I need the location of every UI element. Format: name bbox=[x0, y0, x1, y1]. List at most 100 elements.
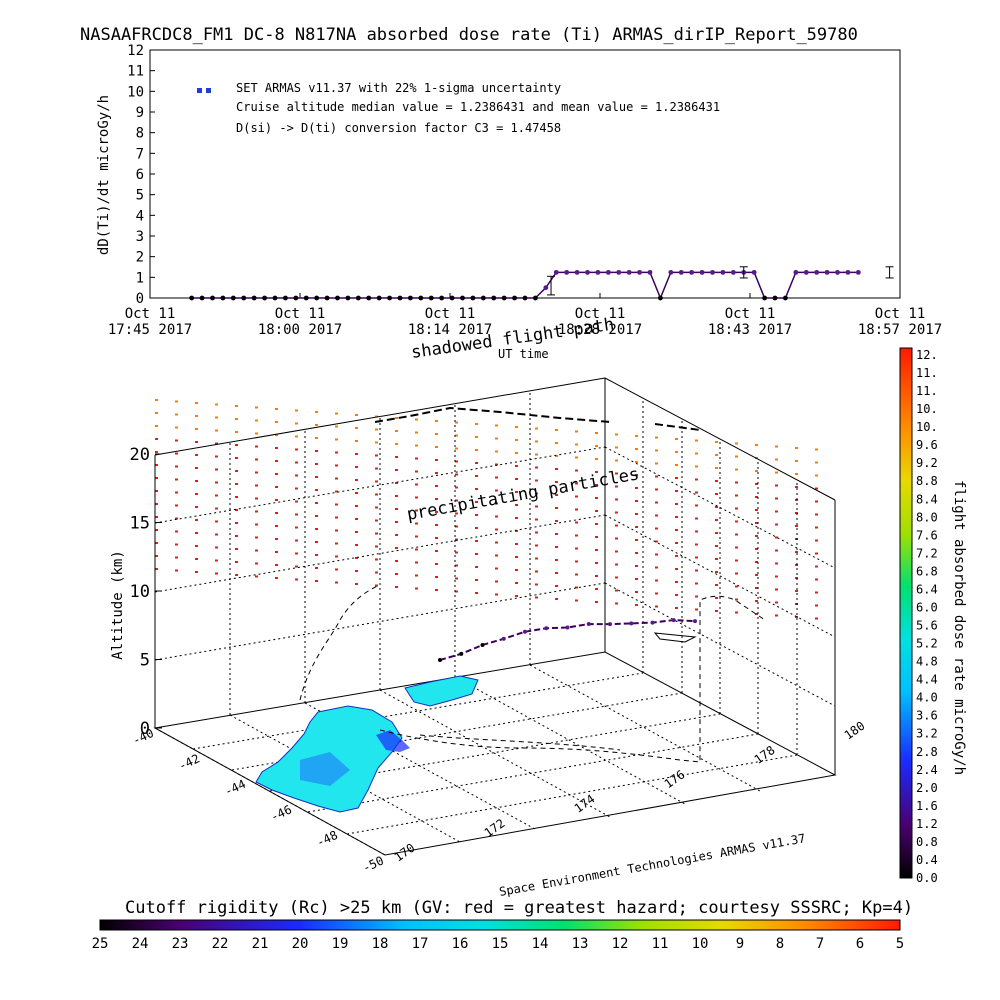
y-tick-label: 10 bbox=[127, 84, 144, 100]
longitude-tick-label: 174 bbox=[572, 792, 598, 816]
dose-tick-label: 8.8 bbox=[916, 474, 938, 488]
timeseries-y-label: dD(Ti)/dt microGy/h bbox=[96, 95, 112, 255]
x-tick-label-time: 18:43 2017 bbox=[708, 322, 792, 338]
rigidity-tick-label: 23 bbox=[172, 936, 189, 952]
y-tick-label: 12 bbox=[127, 43, 144, 59]
x-tick-label-date: Oct 11 bbox=[725, 306, 776, 322]
dose-rate-point bbox=[803, 269, 809, 275]
dose-rate-point bbox=[512, 295, 517, 301]
y-tick-label: 1 bbox=[136, 270, 144, 286]
dose-rate-point bbox=[262, 295, 267, 301]
y-tick-label: 0 bbox=[136, 291, 144, 307]
legend-median-text: Cruise altitude median value = 1.2386431… bbox=[236, 100, 720, 114]
dose-rate-point bbox=[387, 295, 392, 301]
rigidity-tick-label: 14 bbox=[532, 936, 549, 952]
rigidity-tick-label: 5 bbox=[896, 936, 904, 952]
rigidity-tick-label: 7 bbox=[816, 936, 824, 952]
flight-dose-marker bbox=[671, 618, 676, 623]
dose-rate-point bbox=[824, 269, 830, 275]
latitude-tick-label: -42 bbox=[176, 751, 202, 773]
y-tick-label: 5 bbox=[136, 188, 144, 204]
dose-tick-label: 6.4 bbox=[916, 582, 938, 596]
dose-rate-point bbox=[710, 269, 715, 275]
dose-rate-point bbox=[647, 269, 653, 275]
new-zealand-landmass bbox=[255, 675, 479, 813]
dose-rate-point bbox=[272, 295, 278, 301]
dose-tick-label: 2.0 bbox=[916, 781, 938, 795]
x-tick-label-date: Oct 11 bbox=[875, 306, 926, 322]
map-back-walls bbox=[154, 377, 836, 775]
altitude-tick-label: 5 bbox=[140, 651, 150, 671]
dose-rate-colorbar: 12. 11. 11. 10. 10. 9.6 9.2 8.8 8.4 8.0 7.6 7.2 6.8 6… bbox=[899, 347, 967, 885]
dose-rate-point bbox=[210, 295, 215, 301]
dose-tick-label: 4.4 bbox=[916, 673, 938, 687]
dose-tick-label: 12. bbox=[916, 348, 938, 362]
altitude-tick-label: 10 bbox=[130, 582, 150, 602]
x-tick-label-date: Oct 11 bbox=[425, 306, 476, 322]
x-tick-label-date: Oct 11 bbox=[125, 306, 176, 322]
dose-tick-label: 9.6 bbox=[916, 438, 938, 452]
dose-rate-point bbox=[605, 269, 611, 275]
report-title: NASAAFRCDC8_FM1 DC-8 N817NA absorbed dos… bbox=[80, 25, 858, 45]
dose-rate-point bbox=[772, 295, 778, 301]
dose-tick-label: 3.2 bbox=[916, 727, 938, 741]
dose-rate-point bbox=[533, 295, 538, 301]
flight-dose-marker bbox=[629, 621, 634, 626]
dose-rate-point bbox=[449, 295, 455, 301]
precipitating-particles-field bbox=[155, 399, 818, 620]
dose-rate-point bbox=[470, 295, 476, 301]
dose-tick-label: 4.8 bbox=[916, 655, 938, 669]
dose-rate-point bbox=[418, 295, 424, 301]
dose-rate-point bbox=[699, 269, 705, 275]
latitude-tick-label: -50 bbox=[360, 853, 386, 875]
dose-rate-point bbox=[376, 295, 382, 301]
flight-dose-marker bbox=[565, 625, 570, 630]
dose-tick-label: 3.6 bbox=[916, 709, 938, 723]
rigidity-tick-label: 6 bbox=[856, 936, 864, 952]
y-tick-label: 2 bbox=[136, 250, 144, 266]
dose-rate-point bbox=[835, 269, 840, 275]
dose-rate-point bbox=[783, 295, 788, 301]
latitude-tick-label: -48 bbox=[314, 828, 340, 850]
dose-rate-point bbox=[460, 295, 465, 301]
dose-tick-label: 0.0 bbox=[916, 871, 938, 885]
flight-dose-marker bbox=[608, 622, 612, 627]
timeseries-x-label: UT time bbox=[498, 347, 549, 361]
dose-rate-point bbox=[720, 269, 726, 275]
y-tick-label: 3 bbox=[136, 229, 144, 245]
dose-tick-label: 8.4 bbox=[916, 492, 938, 506]
shadowed-flight-path bbox=[299, 584, 766, 763]
dose-tick-label: 11. bbox=[916, 384, 938, 398]
dose-rate-point bbox=[845, 269, 851, 275]
dose-rate-point bbox=[251, 295, 257, 301]
flight-path-3d bbox=[438, 618, 697, 662]
dose-rate-point bbox=[855, 269, 861, 275]
rigidity-tick-label: 19 bbox=[332, 936, 349, 952]
y-tick-label: 9 bbox=[136, 105, 144, 121]
dose-tick-label: 7.6 bbox=[916, 528, 938, 542]
longitude-tick-label: 170 bbox=[392, 841, 418, 865]
latitude-tick-label: -46 bbox=[268, 802, 294, 824]
rigidity-colorbar-label: Cutoff rigidity (Rc) >25 km (GV: red = g… bbox=[125, 898, 913, 918]
flight-dose-marker bbox=[693, 619, 697, 624]
dose-tick-label: 2.4 bbox=[916, 763, 938, 777]
rigidity-tick-label: 13 bbox=[572, 936, 589, 952]
rigidity-tick-label: 21 bbox=[252, 936, 269, 952]
dose-rate-point bbox=[230, 295, 236, 301]
dose-rate-point bbox=[303, 295, 309, 301]
dose-tick-label: 5.6 bbox=[916, 619, 938, 633]
x-tick-label-time: 17:45 2017 bbox=[108, 322, 192, 338]
rigidity-tick-label: 10 bbox=[692, 936, 709, 952]
dose-rate-point bbox=[283, 295, 288, 301]
longitude-tick-label: 180 bbox=[842, 719, 868, 743]
dose-rate-point bbox=[762, 295, 767, 301]
dose-rate-point bbox=[543, 285, 549, 291]
y-tick-label: 8 bbox=[136, 126, 144, 142]
altitude-tick-label: 15 bbox=[130, 514, 150, 534]
dose-rate-line bbox=[191, 271, 859, 300]
x-tick-label-time: 18:14 2017 bbox=[408, 322, 492, 338]
longitude-tick-label: 172 bbox=[482, 816, 508, 840]
dose-tick-label: 8.0 bbox=[916, 510, 938, 524]
